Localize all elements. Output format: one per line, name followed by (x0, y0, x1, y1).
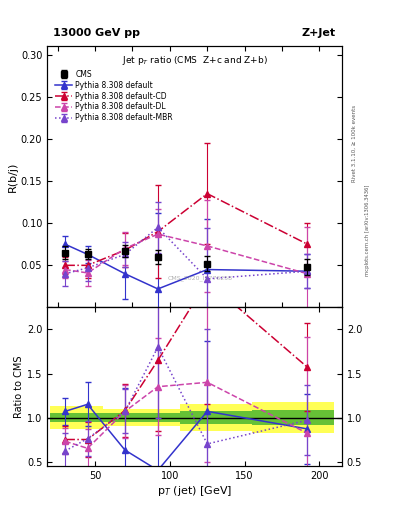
Text: Z+Jet: Z+Jet (302, 28, 336, 38)
Text: CMS_2020_I1776258: CMS_2020_I1776258 (168, 275, 233, 282)
X-axis label: p$_T$ (jet) [GeV]: p$_T$ (jet) [GeV] (157, 483, 232, 498)
Y-axis label: R(b/j): R(b/j) (8, 162, 18, 192)
Y-axis label: Ratio to CMS: Ratio to CMS (14, 355, 24, 418)
Text: Rivet 3.1.10, ≥ 100k events: Rivet 3.1.10, ≥ 100k events (352, 105, 357, 182)
Text: 13000 GeV pp: 13000 GeV pp (53, 28, 140, 38)
Legend: CMS, Pythia 8.308 default, Pythia 8.308 default-CD, Pythia 8.308 default-DL, Pyt: CMS, Pythia 8.308 default, Pythia 8.308 … (54, 68, 174, 124)
Text: Jet p$_T$ ratio (CMS  Z+c and Z+b): Jet p$_T$ ratio (CMS Z+c and Z+b) (121, 54, 268, 67)
Text: mcplots.cern.ch [arXiv:1306.3436]: mcplots.cern.ch [arXiv:1306.3436] (365, 185, 371, 276)
